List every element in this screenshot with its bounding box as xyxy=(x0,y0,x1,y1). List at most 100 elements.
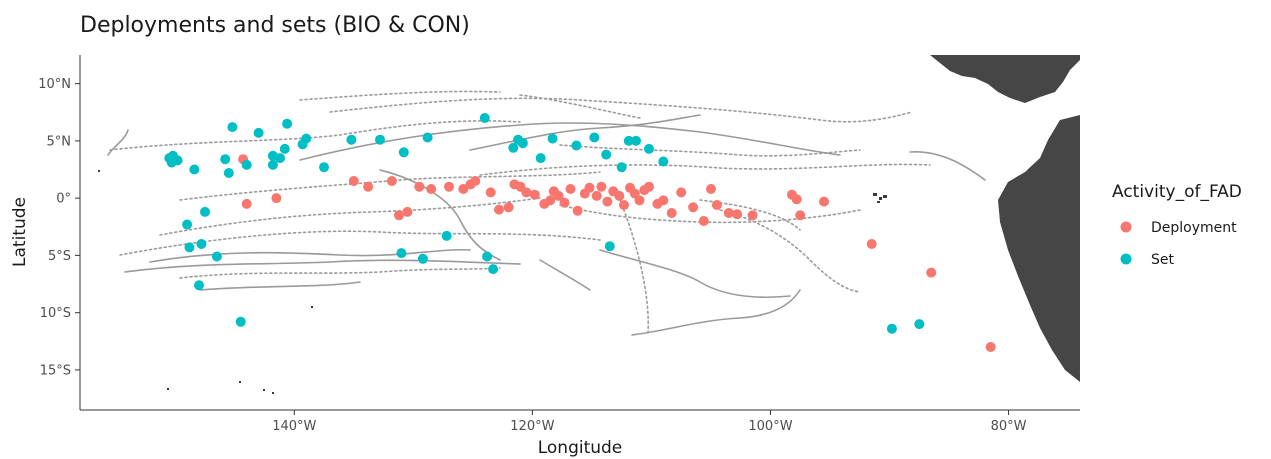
deployment-point xyxy=(676,187,687,198)
y-axis-title: Latitude xyxy=(10,197,30,267)
x-tick-label: 100°W xyxy=(748,419,792,434)
drift-track xyxy=(119,230,601,256)
x-axis-title: Longitude xyxy=(538,438,623,458)
x-tick-label: 120°W xyxy=(510,419,554,434)
x-axis-ticks: 140°W 120°W 100°W 80°W xyxy=(272,410,1027,434)
deployment-point xyxy=(732,209,743,220)
drift-track xyxy=(199,281,361,291)
legend: Activity_of_FAD Deployment Set xyxy=(1112,182,1242,268)
set-point xyxy=(346,134,357,145)
drift-track xyxy=(519,94,641,119)
drift-track xyxy=(109,120,521,151)
deployment-point xyxy=(614,190,625,201)
chart-title: Deployments and sets (BIO & CON) xyxy=(80,13,470,38)
y-tick-label: 5°S xyxy=(48,249,71,264)
deployment-point xyxy=(394,210,404,221)
set-point xyxy=(267,159,278,170)
deployment-point xyxy=(559,197,570,208)
set-point xyxy=(189,164,200,175)
set-point xyxy=(375,134,385,145)
set-point xyxy=(604,241,615,252)
deployment-point xyxy=(545,195,556,206)
deployment-point xyxy=(698,216,709,226)
deployment-point xyxy=(521,187,532,198)
deployment-point xyxy=(596,181,607,192)
plot-panel: 140°W 120°W 100°W 80°W 10°N 5°N 0° 5°S 10°S 15°S xyxy=(38,55,1080,434)
set-point xyxy=(220,154,231,165)
set-point xyxy=(623,135,634,146)
deployment-point xyxy=(572,205,583,216)
set-point xyxy=(194,280,204,291)
drift-track xyxy=(631,289,801,336)
deployment-point xyxy=(584,182,595,193)
set-point xyxy=(223,168,234,178)
set-point xyxy=(253,127,264,138)
set-point xyxy=(282,118,293,129)
deployment-point xyxy=(414,181,425,192)
set-point xyxy=(571,140,582,151)
drift-track xyxy=(719,209,861,293)
set-point xyxy=(886,323,897,334)
set-point xyxy=(211,251,222,262)
drift-track xyxy=(159,197,541,236)
set-point xyxy=(319,162,329,173)
activity-points xyxy=(164,113,996,352)
set-point xyxy=(479,113,490,123)
deployment-point xyxy=(565,184,576,194)
set-point xyxy=(589,132,600,143)
set-point xyxy=(172,155,183,166)
set-point xyxy=(535,153,546,164)
landmass-americas xyxy=(930,55,1080,382)
drift-track xyxy=(329,97,913,123)
deployment-point xyxy=(795,210,806,221)
x-tick-label: 80°W xyxy=(991,419,1027,434)
drift-track xyxy=(149,248,471,263)
islands xyxy=(98,170,887,394)
set-point xyxy=(631,135,641,146)
deployment-point xyxy=(791,194,802,205)
drift-track xyxy=(379,169,501,261)
deployment-point xyxy=(706,184,716,194)
deployment-point xyxy=(426,184,437,194)
deployment-point xyxy=(458,184,469,194)
set-point xyxy=(488,264,499,275)
set-point xyxy=(241,159,252,170)
deployment-point xyxy=(926,267,937,278)
deployment-point xyxy=(602,196,613,207)
drift-track xyxy=(299,90,501,101)
drift-track xyxy=(124,259,521,273)
set-point xyxy=(482,251,493,262)
y-axis-ticks: 10°N 5°N 0° 5°S 10°S 15°S xyxy=(38,77,80,378)
set-point xyxy=(396,248,407,259)
set-point xyxy=(301,133,312,144)
set-point xyxy=(644,143,654,154)
deployment-point xyxy=(591,190,602,201)
deployment-point xyxy=(529,189,540,200)
legend-title: Activity_of_FAD xyxy=(1112,182,1242,202)
drift-track xyxy=(479,163,931,176)
set-point xyxy=(417,253,428,264)
drift-track xyxy=(299,122,841,161)
y-tick-label: 5°N xyxy=(47,134,72,149)
deployment-point xyxy=(985,342,996,352)
fad-drift-tracks xyxy=(107,90,986,336)
legend-label-deployment: Deployment xyxy=(1151,220,1237,236)
drift-track xyxy=(107,129,129,156)
set-point xyxy=(616,162,627,173)
drift-track xyxy=(469,114,701,151)
deployment-point xyxy=(553,190,564,201)
y-tick-label: 0° xyxy=(56,192,71,207)
set-point xyxy=(279,143,290,154)
set-point xyxy=(422,132,433,143)
drift-track xyxy=(539,259,591,291)
deployment-point xyxy=(658,195,669,206)
set-point xyxy=(184,242,195,253)
deployment-point xyxy=(402,206,413,217)
drift-track xyxy=(559,144,861,157)
deployment-point xyxy=(644,181,654,192)
deployment-point xyxy=(747,210,758,221)
drift-track xyxy=(909,151,986,181)
set-point xyxy=(517,138,528,149)
deployment-point xyxy=(666,208,677,218)
